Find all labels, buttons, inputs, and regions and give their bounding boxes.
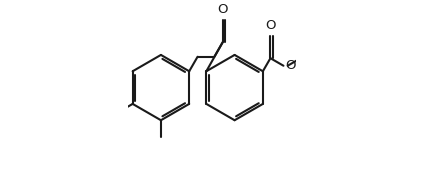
Text: O: O xyxy=(265,19,276,32)
Text: O: O xyxy=(285,59,295,72)
Text: O: O xyxy=(218,3,228,16)
